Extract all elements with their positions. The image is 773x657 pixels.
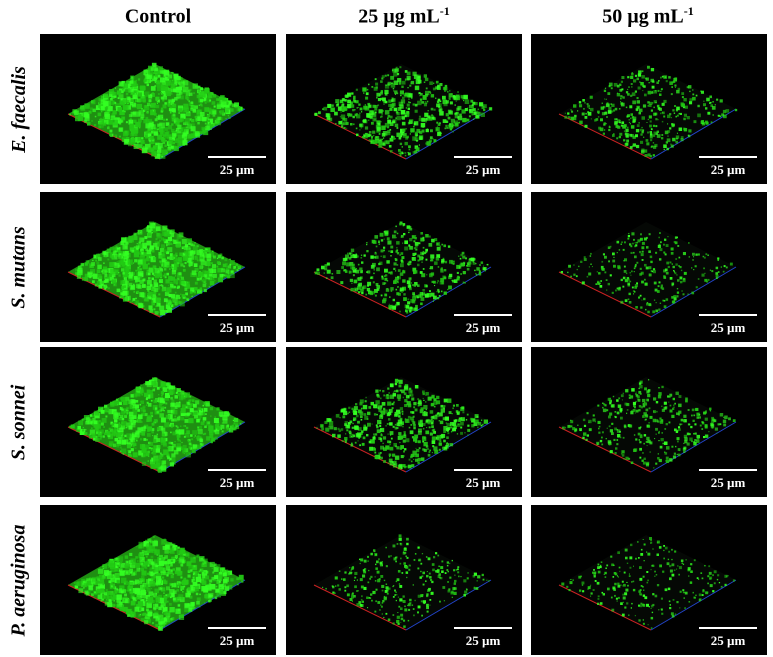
fluorescence-cluster [322, 534, 490, 628]
fluorescence-cluster [561, 537, 736, 629]
scale-bar-line [454, 627, 512, 629]
scale-bar: 25 µm [454, 469, 512, 491]
scale-bar-line [208, 156, 266, 158]
scale-bar-label: 25 µm [219, 162, 255, 177]
biofilm-render [67, 535, 246, 631]
column-header-label: 25 µg mL [358, 5, 440, 28]
axis-y-line [650, 108, 737, 160]
scale-bar-label: 25 µm [465, 320, 501, 335]
biofilm-render [558, 377, 737, 473]
fluorescence-cluster [314, 66, 493, 157]
row-label-s-sonnei: S. sonnei [2, 347, 36, 497]
column-header-sup: -1 [439, 4, 450, 18]
microscopy-panel: 25 µm [531, 34, 767, 184]
scale-bar-label: 25 µm [219, 320, 255, 335]
scale-bar: 25 µm [208, 156, 266, 178]
axis-x-line [558, 271, 652, 318]
biofilm-render [313, 64, 493, 160]
axis-x-line [558, 584, 652, 631]
scale-bar-label: 25 µm [219, 475, 255, 490]
fluorescence-cluster [75, 221, 241, 316]
row-label-text: P. aeruginosa [7, 524, 30, 636]
scale-bar-line [208, 627, 266, 629]
microscopy-panel: 25 µm [286, 347, 522, 497]
biofilm-render [558, 222, 737, 318]
fluorescence-cluster [564, 65, 738, 158]
microscopy-panel: 25 µm [40, 192, 276, 342]
axis-x-line [313, 584, 407, 631]
microscopy-panel: 25 µm [40, 34, 276, 184]
scale-bar-line [699, 314, 757, 316]
microscopy-panel: 25 µm [286, 34, 522, 184]
scale-bar-label: 25 µm [710, 162, 746, 177]
column-header-25: 25 µg mL-1 [286, 4, 522, 30]
scale-bar-line [208, 469, 266, 471]
scale-bar: 25 µm [454, 627, 512, 649]
scale-bar-label: 25 µm [710, 475, 746, 490]
row-label-text: S. mutans [7, 225, 30, 309]
microscopy-panel: 25 µm [40, 505, 276, 655]
microscopy-panel: 25 µm [286, 192, 522, 342]
scale-bar: 25 µm [699, 314, 757, 336]
scale-bar-label: 25 µm [465, 633, 501, 648]
biofilm-render [67, 62, 246, 160]
fluorescence-cluster [69, 377, 242, 473]
scale-bar: 25 µm [208, 469, 266, 491]
axis-y-line [650, 579, 737, 631]
column-header-50: 50 µg mL-1 [530, 4, 766, 30]
microscopy-panel: 25 µm [40, 347, 276, 497]
scale-bar: 25 µm [454, 156, 512, 178]
axis-x-line [558, 113, 652, 160]
column-header-sup: -1 [683, 4, 694, 18]
scale-bar-label: 25 µm [710, 633, 746, 648]
scale-bar-line [454, 314, 512, 316]
column-header-label: Control [124, 5, 192, 28]
scale-bar-line [699, 469, 757, 471]
axis-x-line [558, 426, 652, 473]
biofilm-render [67, 377, 246, 473]
scale-bar: 25 µm [208, 314, 266, 336]
row-label-p-aeruginosa: P. aeruginosa [2, 505, 36, 655]
biofilm-render [558, 535, 737, 631]
row-label-text: E. faecalis [7, 65, 30, 153]
fluorescence-cluster [69, 62, 243, 159]
scale-bar: 25 µm [208, 627, 266, 649]
column-header-label: 50 µg mL [602, 5, 684, 28]
scale-bar-label: 25 µm [219, 633, 255, 648]
column-header-control: Control [40, 4, 276, 30]
fluorescence-cluster [560, 232, 733, 314]
scale-bar-line [699, 156, 757, 158]
scale-bar-label: 25 µm [710, 320, 746, 335]
microscopy-panel: 25 µm [286, 505, 522, 655]
row-label-e-faecalis: E. faecalis [2, 34, 36, 184]
scale-bar-line [208, 314, 266, 316]
fluorescence-cluster [316, 378, 488, 470]
scale-bar-label: 25 µm [465, 475, 501, 490]
biofilm-render [313, 221, 492, 318]
scale-bar-line [454, 469, 512, 471]
scale-bar: 25 µm [699, 627, 757, 649]
biofilm-render [313, 377, 492, 473]
microscopy-panel: 25 µm [531, 192, 767, 342]
scale-bar: 25 µm [454, 314, 512, 336]
axis-y-line [650, 421, 737, 473]
biofilm-render [67, 221, 246, 318]
scale-bar-line [699, 627, 757, 629]
row-label-text: S. sonnei [7, 384, 30, 460]
scale-bar-line [454, 156, 512, 158]
scale-bar-label: 25 µm [465, 162, 501, 177]
biofilm-render [313, 534, 492, 631]
fluorescence-cluster [562, 379, 736, 469]
biofilm-render [558, 64, 738, 160]
scale-bar: 25 µm [699, 156, 757, 178]
fluorescence-cluster [314, 221, 489, 314]
scale-bar: 25 µm [699, 469, 757, 491]
microscopy-panel: 25 µm [531, 505, 767, 655]
fluorescence-cluster [73, 535, 244, 631]
microscopy-panel: 25 µm [531, 347, 767, 497]
row-label-s-mutans: S. mutans [2, 192, 36, 342]
